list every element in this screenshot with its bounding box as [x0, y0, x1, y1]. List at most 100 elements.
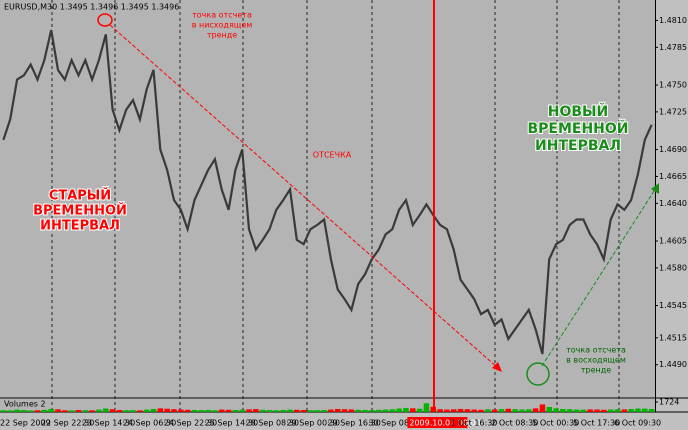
- volume-bar: [642, 408, 648, 412]
- volume-bar: [0, 410, 7, 412]
- volume-bar: [300, 410, 307, 412]
- volume-bar: [471, 409, 477, 412]
- volume-bar: [34, 410, 41, 412]
- volume-bar: [191, 409, 198, 412]
- volume-bar: [539, 404, 546, 412]
- y-tick-label: 1.4545: [659, 301, 687, 310]
- volume-bar: [553, 408, 559, 412]
- x-tick-label: 30 Sep 08:30: [368, 419, 421, 428]
- y-tick-label: 1.4580: [659, 263, 687, 272]
- volume-bar: [116, 409, 123, 412]
- volume-bar: [348, 409, 355, 412]
- y-tick-label: 1.4810: [659, 16, 687, 25]
- volume-bar: [253, 409, 259, 412]
- annotation: ОТСЕЧКА: [313, 151, 352, 160]
- volume-bar: [437, 409, 443, 412]
- volume-bar: [457, 408, 464, 412]
- volume-bar: [526, 409, 532, 412]
- volume-bar: [621, 409, 628, 412]
- volume-bar: [212, 410, 218, 412]
- annotation: ВРЕМЕННОЙ: [33, 203, 127, 219]
- x-tick-label: 23 Sep 14:30: [82, 419, 135, 428]
- day-separators: [51, 0, 620, 412]
- volume-bar: [478, 409, 484, 412]
- volume-background: [0, 399, 655, 412]
- volume-bar: [375, 409, 382, 412]
- x-tick-label: 24 Sep 06:30: [123, 419, 176, 428]
- y-tick-label: 1.4690: [659, 145, 687, 154]
- x-tick-label: 2 Oct 08:30: [491, 419, 538, 428]
- x-tick-label: 29 Sep 00:30: [287, 419, 340, 428]
- volume-bar: [184, 409, 191, 412]
- annotation: ИНТЕРВАЛ: [535, 138, 621, 154]
- volume-bar: [321, 410, 327, 412]
- volume-bar: [532, 408, 539, 412]
- volume-bar: [103, 408, 109, 412]
- x-tick-label: 6 Oct 09:30: [614, 419, 661, 428]
- volume-bar: [21, 409, 27, 412]
- volume-bar: [157, 408, 164, 412]
- volume-bar: [246, 409, 252, 412]
- volume-bar: [143, 409, 150, 412]
- x-label-highlight: [407, 417, 468, 428]
- volume-bar: [341, 409, 348, 412]
- annotation: ИНТЕРВАЛ: [40, 219, 120, 234]
- annotation: СТАРЫЙ: [49, 188, 111, 204]
- volume-bar: [171, 409, 177, 412]
- volume-bar: [580, 409, 587, 412]
- volume-bar: [198, 410, 205, 412]
- volume-bar: [573, 409, 580, 412]
- volume-bar: [614, 409, 621, 412]
- volume-bar: [7, 410, 13, 412]
- volume-bar: [280, 409, 286, 412]
- volume-bar: [314, 410, 320, 412]
- volume-bar: [14, 409, 20, 412]
- y-tick-label: 1.4725: [659, 107, 687, 116]
- volume-bar: [628, 408, 634, 412]
- volume-bar: [546, 407, 552, 412]
- price-line: [2, 29, 653, 355]
- arrow-head: [492, 362, 502, 372]
- annotation: тренде: [207, 31, 237, 40]
- x-tick-label: 25 Sep 14:30: [205, 419, 258, 428]
- volume-bar: [178, 409, 184, 412]
- volume-bar: [225, 409, 232, 412]
- volume-bar: [560, 408, 566, 412]
- y-tick-label: 1.4750: [659, 80, 687, 89]
- y-tick-label: 1.4785: [659, 43, 687, 52]
- volume-bar: [491, 409, 498, 412]
- volume-bar: [219, 409, 225, 412]
- volume-bar: [464, 409, 471, 412]
- volume-bar: [164, 408, 170, 412]
- start-circle: [97, 13, 113, 27]
- volume-bar: [294, 409, 300, 412]
- volume-bar: [239, 409, 245, 412]
- volume-bar: [369, 410, 375, 412]
- volume-bar: [566, 409, 573, 412]
- x-tick-label: 22 Sep 22:30: [41, 419, 94, 428]
- chart-title: EURUSD,M30 1.3495 1.3496 1.3495 1.3496: [4, 3, 179, 12]
- y-tick-label: 1.4515: [659, 333, 687, 342]
- volume-bar: [450, 409, 457, 412]
- x-tick-label: 22 Sep 2009: [0, 419, 51, 428]
- volume-bar: [150, 408, 157, 412]
- x-tick-label: 29 Sep 16:30: [328, 419, 381, 428]
- volume-bar: [75, 410, 82, 412]
- y-tick-label: 1.4665: [659, 172, 687, 181]
- volume-bar: [389, 409, 396, 412]
- annotation: в нисходящем: [192, 21, 253, 30]
- volume-bar: [444, 409, 450, 412]
- y-tick-label: 1.4490: [659, 360, 687, 369]
- x-tick-label: 2009.10.01 00:00: [409, 419, 480, 428]
- volume-bar: [232, 410, 239, 412]
- y-tick-label: 1.4640: [659, 199, 687, 208]
- volume-bar: [607, 409, 614, 412]
- volume-bar: [587, 409, 593, 412]
- volume-title: Volumes 2: [4, 400, 46, 409]
- x-tick-label: 24 Sep 22:30: [164, 419, 217, 428]
- volume-bar: [82, 410, 89, 412]
- annotation: ВРЕМЕННОЙ: [527, 120, 628, 137]
- volume-bar: [130, 410, 136, 412]
- volume-bar: [635, 408, 641, 412]
